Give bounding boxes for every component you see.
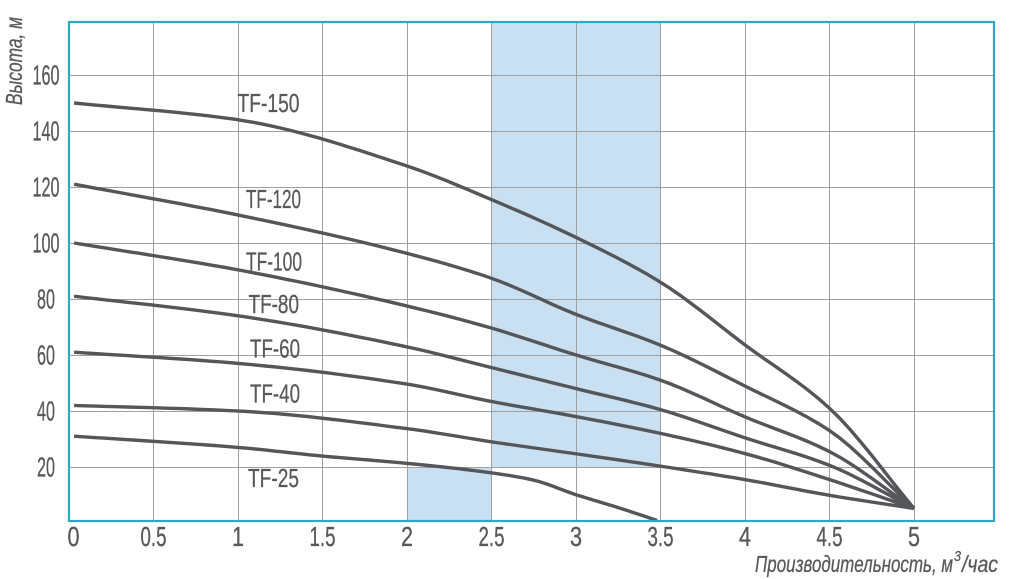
svg-text:Производительность, м: Производительность, м — [755, 551, 953, 577]
svg-text:40: 40 — [37, 396, 55, 427]
svg-text:TF-80: TF-80 — [249, 289, 300, 319]
svg-text:TF-60: TF-60 — [250, 334, 300, 364]
svg-text:80: 80 — [37, 284, 55, 315]
svg-text:TF-150: TF-150 — [238, 88, 300, 118]
svg-text:4: 4 — [739, 521, 751, 552]
svg-text:20: 20 — [37, 452, 55, 483]
svg-text:TF-120: TF-120 — [246, 184, 301, 214]
svg-text:/час: /час — [960, 551, 998, 577]
svg-text:3: 3 — [570, 521, 582, 552]
svg-text:0: 0 — [68, 521, 80, 552]
svg-text:4.5: 4.5 — [817, 521, 843, 552]
svg-text:160: 160 — [33, 60, 60, 91]
svg-text:100: 100 — [33, 228, 60, 259]
svg-text:1.5: 1.5 — [310, 521, 336, 552]
svg-text:TF-100: TF-100 — [246, 247, 302, 277]
svg-text:5: 5 — [908, 521, 920, 552]
svg-text:1: 1 — [232, 521, 244, 552]
svg-text:TF-25: TF-25 — [248, 463, 299, 493]
svg-text:Высота, м: Высота, м — [1, 17, 27, 105]
svg-text:3: 3 — [954, 548, 962, 565]
svg-text:60: 60 — [37, 340, 55, 371]
svg-text:120: 120 — [33, 172, 60, 203]
svg-text:2.5: 2.5 — [479, 521, 505, 552]
svg-text:3.5: 3.5 — [648, 521, 674, 552]
svg-text:2: 2 — [401, 521, 413, 552]
svg-text:140: 140 — [33, 116, 60, 147]
svg-text:TF-40: TF-40 — [250, 379, 300, 409]
svg-text:0.5: 0.5 — [141, 521, 167, 552]
